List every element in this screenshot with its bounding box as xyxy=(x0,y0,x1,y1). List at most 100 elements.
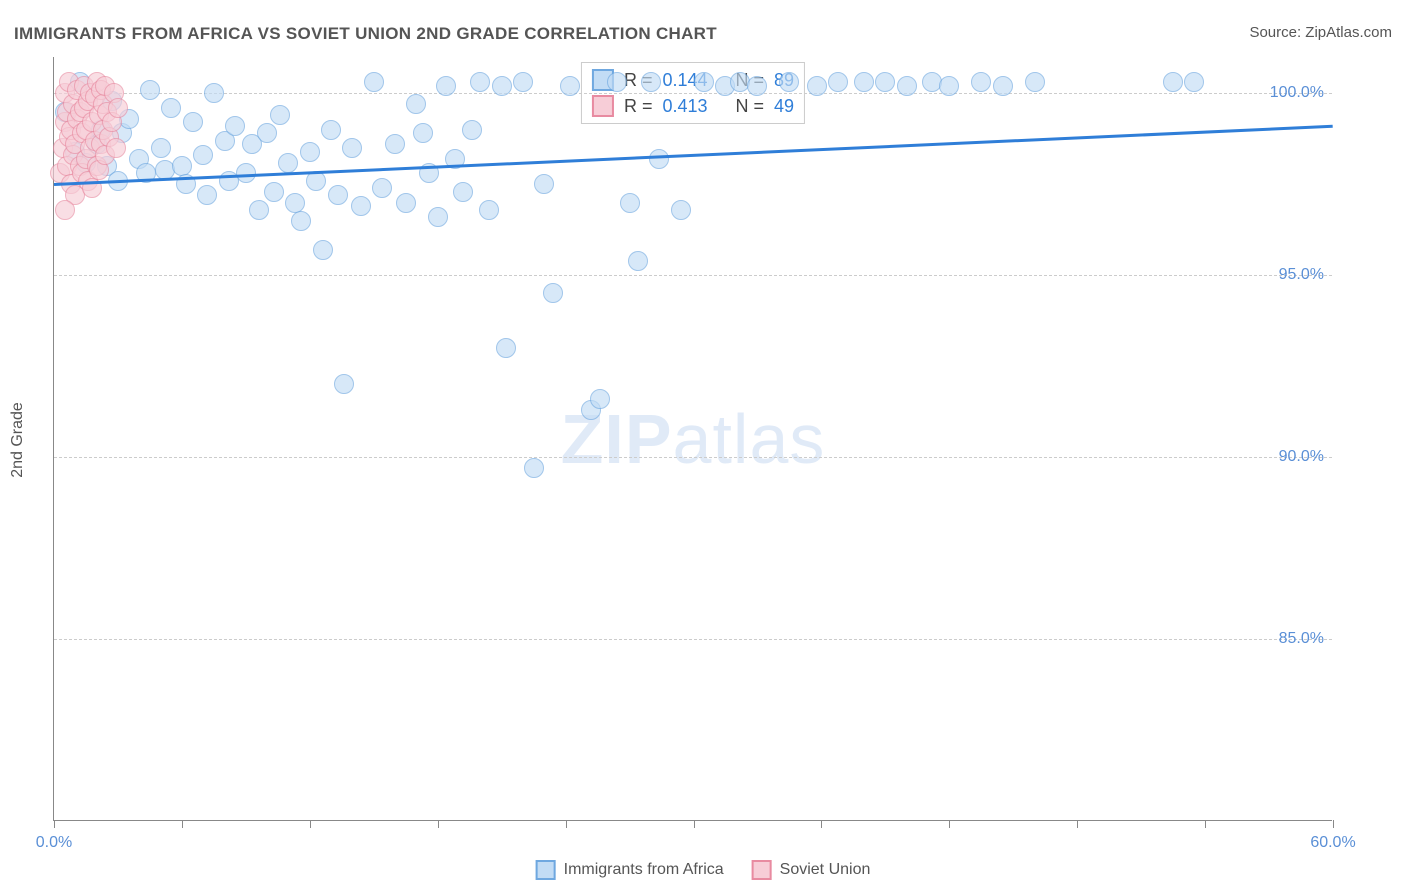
data-point xyxy=(560,76,580,96)
x-tick-label: 60.0% xyxy=(1310,834,1355,852)
n-value: 49 xyxy=(774,96,794,117)
r-value: 0.413 xyxy=(662,96,707,117)
data-point xyxy=(779,72,799,92)
data-point xyxy=(249,200,269,220)
data-point xyxy=(106,138,126,158)
data-point xyxy=(993,76,1013,96)
data-point xyxy=(436,76,456,96)
data-point xyxy=(351,196,371,216)
legend-label: Immigrants from Africa xyxy=(564,861,724,879)
data-point xyxy=(628,251,648,271)
data-point xyxy=(300,142,320,162)
data-point xyxy=(590,389,610,409)
data-point xyxy=(413,123,433,143)
trend-line xyxy=(54,125,1333,186)
data-point xyxy=(172,156,192,176)
data-point xyxy=(620,193,640,213)
data-point xyxy=(694,72,714,92)
data-point xyxy=(108,98,128,118)
y-tick-label: 95.0% xyxy=(1279,266,1324,284)
data-point xyxy=(270,105,290,125)
data-point xyxy=(897,76,917,96)
data-point xyxy=(747,76,767,96)
data-point xyxy=(225,116,245,136)
data-point xyxy=(334,374,354,394)
x-tick xyxy=(694,820,695,828)
data-point xyxy=(671,200,691,220)
data-point xyxy=(1163,72,1183,92)
stats-row: R = 0.413 N = 49 xyxy=(592,93,794,119)
x-tick xyxy=(182,820,183,828)
chart-title: IMMIGRANTS FROM AFRICA VS SOVIET UNION 2… xyxy=(14,24,717,44)
data-point xyxy=(321,120,341,140)
data-point xyxy=(462,120,482,140)
data-point xyxy=(939,76,959,96)
data-point xyxy=(470,72,490,92)
data-point xyxy=(534,174,554,194)
data-point xyxy=(364,72,384,92)
data-point xyxy=(453,182,473,202)
n-label: N = xyxy=(736,96,765,117)
legend-swatch xyxy=(536,860,556,880)
grid-line xyxy=(54,457,1332,458)
legend-item: Soviet Union xyxy=(752,860,871,880)
grid-line xyxy=(54,275,1332,276)
data-point xyxy=(428,207,448,227)
grid-line xyxy=(54,639,1332,640)
data-point xyxy=(607,72,627,92)
data-point xyxy=(278,153,298,173)
data-point xyxy=(807,76,827,96)
x-tick xyxy=(310,820,311,828)
data-point xyxy=(313,240,333,260)
data-point xyxy=(385,134,405,154)
data-point xyxy=(492,76,512,96)
x-tick xyxy=(1205,820,1206,828)
y-tick-label: 90.0% xyxy=(1279,448,1324,466)
scatter-plot: ZIPatlas R =0.144N =89R =0.413N =49 85.0… xyxy=(53,57,1332,821)
chart-legend: Immigrants from Africa Soviet Union xyxy=(536,860,871,880)
legend-item: Immigrants from Africa xyxy=(536,860,724,880)
x-tick xyxy=(1333,820,1334,828)
data-point xyxy=(496,338,516,358)
y-tick-label: 85.0% xyxy=(1279,630,1324,648)
data-point xyxy=(161,98,181,118)
x-tick-label: 0.0% xyxy=(36,834,72,852)
data-point xyxy=(204,83,224,103)
x-tick xyxy=(438,820,439,828)
data-point xyxy=(285,193,305,213)
data-point xyxy=(396,193,416,213)
series-swatch xyxy=(592,95,614,117)
data-point xyxy=(197,185,217,205)
data-point xyxy=(875,72,895,92)
source-label: Source: ZipAtlas.com xyxy=(1249,24,1392,41)
x-tick xyxy=(54,820,55,828)
x-tick xyxy=(821,820,822,828)
data-point xyxy=(372,178,392,198)
legend-swatch xyxy=(752,860,772,880)
data-point xyxy=(1184,72,1204,92)
data-point xyxy=(140,80,160,100)
y-axis-label: 2nd Grade xyxy=(9,402,27,478)
data-point xyxy=(257,123,277,143)
data-point xyxy=(641,72,661,92)
x-tick xyxy=(1077,820,1078,828)
data-point xyxy=(513,72,533,92)
data-point xyxy=(183,112,203,132)
data-point xyxy=(524,458,544,478)
r-label: R = xyxy=(624,96,653,117)
data-point xyxy=(649,149,669,169)
data-point xyxy=(342,138,362,158)
data-point xyxy=(291,211,311,231)
data-point xyxy=(193,145,213,165)
data-point xyxy=(328,185,348,205)
data-point xyxy=(55,200,75,220)
data-point xyxy=(151,138,171,158)
legend-label: Soviet Union xyxy=(780,861,871,879)
data-point xyxy=(406,94,426,114)
x-tick xyxy=(949,820,950,828)
data-point xyxy=(1025,72,1045,92)
grid-line xyxy=(54,93,1332,94)
data-point xyxy=(543,283,563,303)
data-point xyxy=(479,200,499,220)
data-point xyxy=(264,182,284,202)
